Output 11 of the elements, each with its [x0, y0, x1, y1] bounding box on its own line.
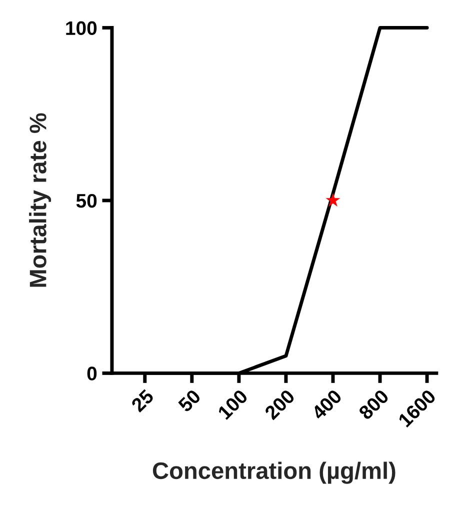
y-axis-title: Mortality rate % [29, 113, 52, 287]
x-axis-title: Concentration (µg/ml) [152, 462, 396, 484]
x-tick-label: 800 [358, 388, 390, 420]
x-tick-label: 400 [310, 388, 343, 421]
y-tick-label: 100 [66, 21, 97, 36]
x-tick-label: 100 [217, 388, 248, 420]
y-tick-label: 50 [76, 194, 97, 208]
y-tick-label: 0 [87, 366, 97, 380]
x-tick-label: 50 [177, 388, 202, 413]
x-tick-label: 25 [130, 388, 155, 413]
x-tick-label: 200 [264, 388, 296, 420]
